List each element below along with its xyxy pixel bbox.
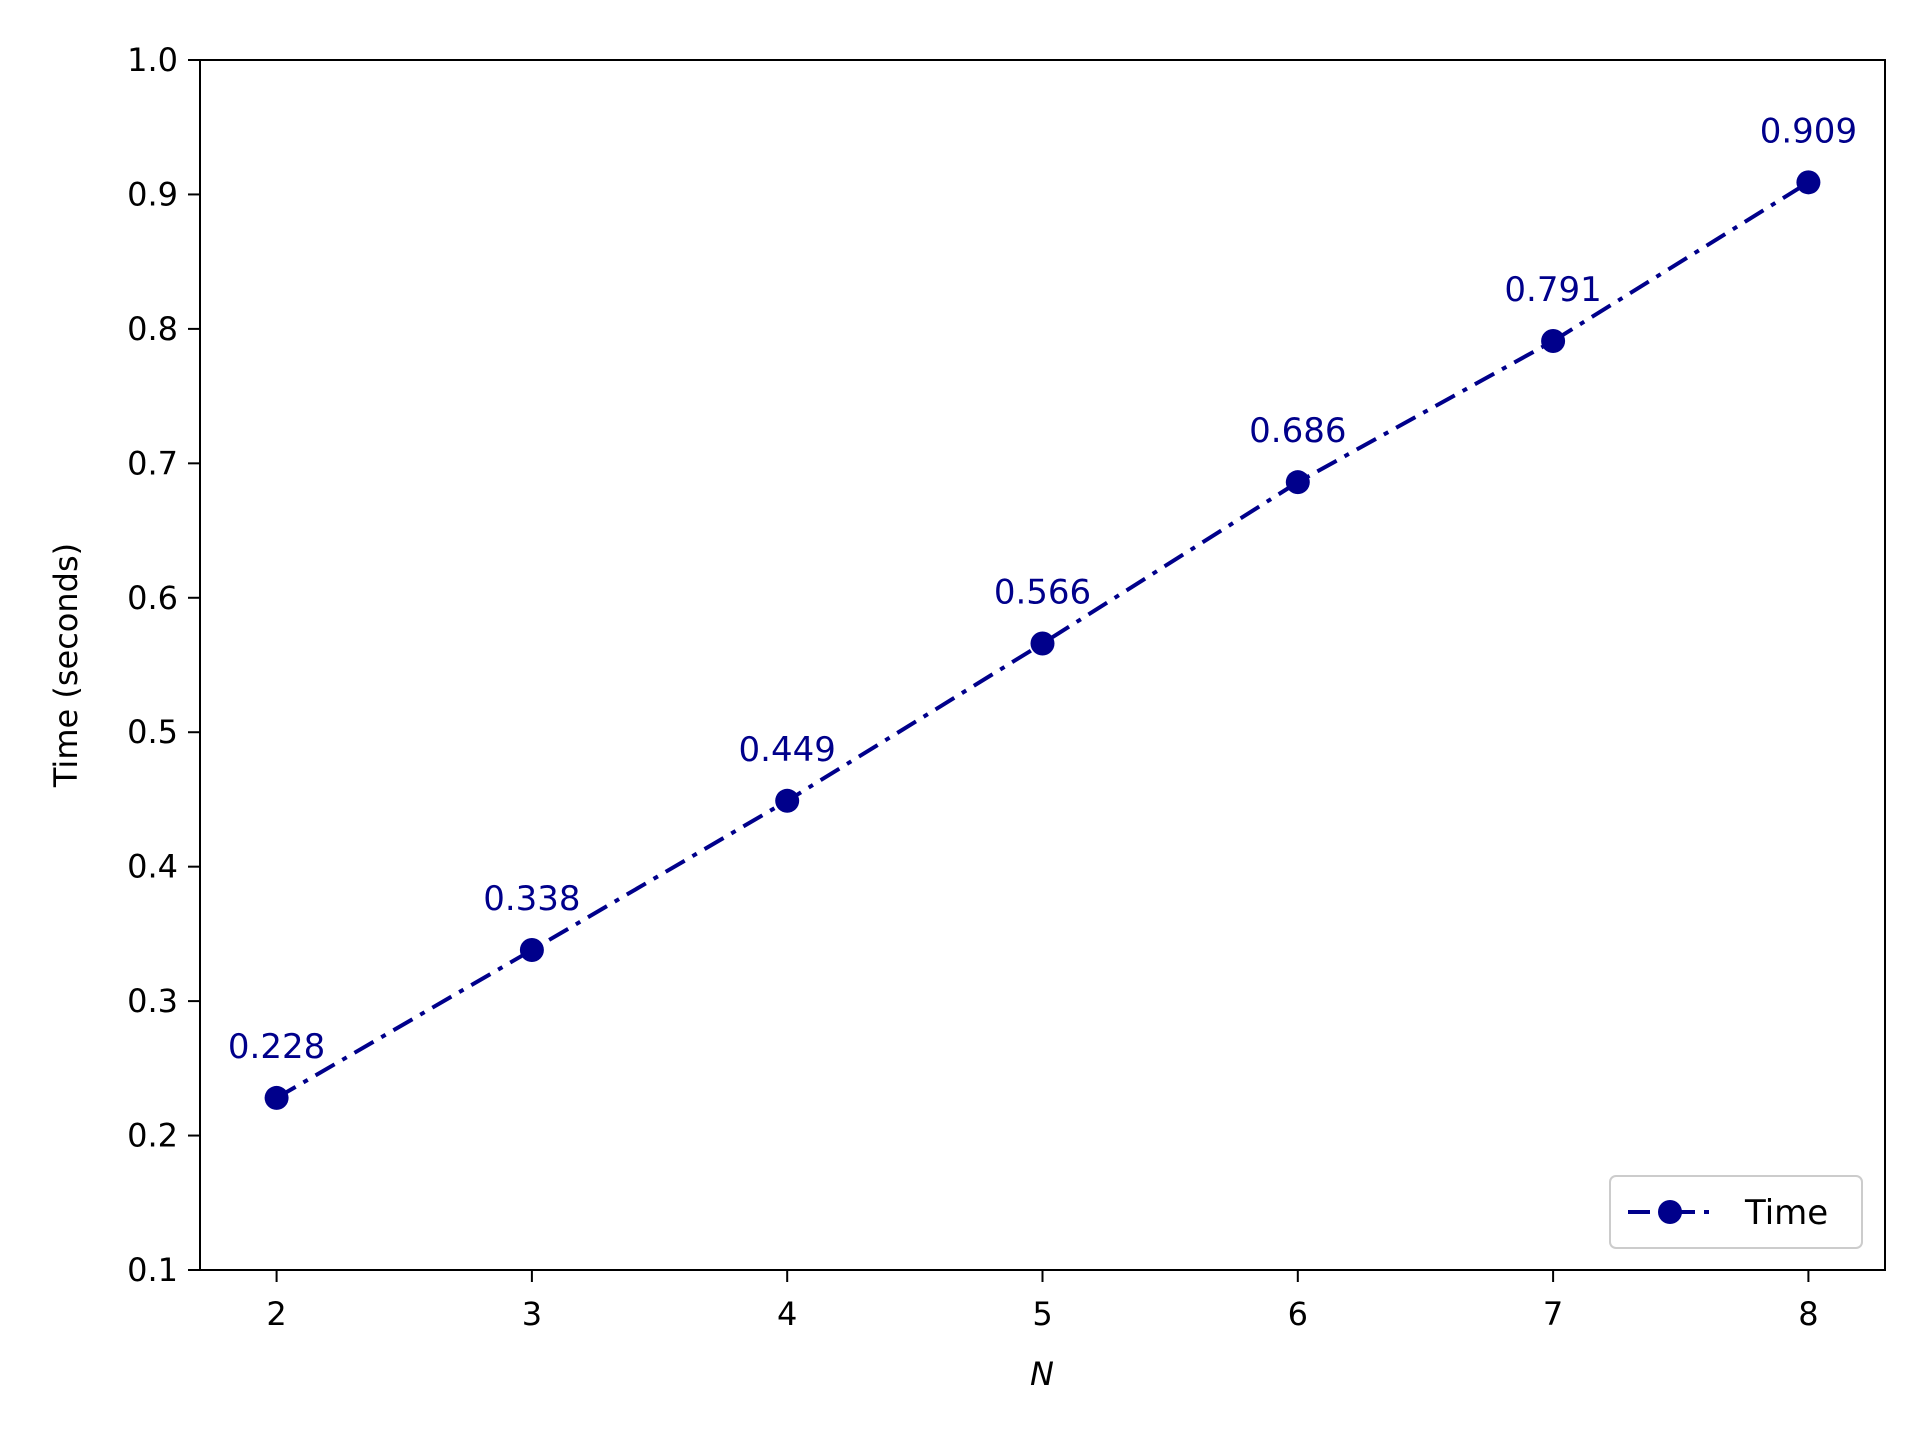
y-tick-label: 0.3 xyxy=(127,982,178,1020)
x-tick-label: 7 xyxy=(1543,1295,1563,1333)
y-tick-label: 1.0 xyxy=(127,41,178,79)
data-point-n3 xyxy=(519,938,544,963)
data-point-n4 xyxy=(775,788,800,813)
x-tick-label: 5 xyxy=(1032,1295,1052,1333)
data-label-n3: 0.338 xyxy=(483,879,580,919)
data-label-n8: 0.909 xyxy=(1760,111,1857,151)
y-tick-label: 0.7 xyxy=(127,444,178,482)
data-point-n6 xyxy=(1285,470,1310,495)
y-tick-label: 0.2 xyxy=(127,1117,178,1155)
data-points xyxy=(264,170,1821,1110)
data-point-n8 xyxy=(1796,170,1821,195)
data-label-n4: 0.449 xyxy=(739,730,836,770)
data-label-n6: 0.686 xyxy=(1249,411,1346,451)
y-tick-label: 0.4 xyxy=(127,848,178,886)
y-tick-label: 0.5 xyxy=(127,713,178,751)
legend: Time xyxy=(1609,1175,1863,1249)
data-label-n5: 0.566 xyxy=(994,572,1091,612)
x-tick-label: 4 xyxy=(777,1295,797,1333)
y-axis-ticks: 0.1 0.2 0.3 0.4 0.5 0.6 0.7 0.8 0.9 1.0 xyxy=(127,41,200,1289)
legend-box xyxy=(1609,1175,1863,1249)
x-tick-label: 8 xyxy=(1798,1295,1818,1333)
legend-label-time: Time xyxy=(1744,1193,1828,1233)
legend-marker-sample xyxy=(1658,1200,1682,1224)
y-tick-label: 0.8 xyxy=(127,310,178,348)
y-tick-label: 0.1 xyxy=(127,1251,178,1289)
data-point-n2 xyxy=(264,1085,289,1110)
x-axis-ticks: 2 3 4 5 6 7 8 xyxy=(266,1270,1819,1333)
x-tick-label: 3 xyxy=(522,1295,542,1333)
plot-background xyxy=(200,60,1885,1270)
x-tick-label: 6 xyxy=(1288,1295,1308,1333)
y-axis-label: Time (seconds) xyxy=(47,543,85,788)
data-point-n7 xyxy=(1541,328,1566,353)
y-tick-label: 0.9 xyxy=(127,175,178,213)
data-label-n7: 0.791 xyxy=(1504,270,1601,310)
data-labels: 0.228 0.338 0.449 0.566 0.686 0.791 0.909 xyxy=(228,111,1857,1067)
x-axis-label: N xyxy=(1030,1355,1054,1393)
x-tick-label: 2 xyxy=(266,1295,286,1333)
data-label-n2: 0.228 xyxy=(228,1027,325,1067)
data-point-n5 xyxy=(1030,631,1055,656)
y-tick-label: 0.6 xyxy=(127,579,178,617)
plot-frame xyxy=(199,59,1886,1271)
